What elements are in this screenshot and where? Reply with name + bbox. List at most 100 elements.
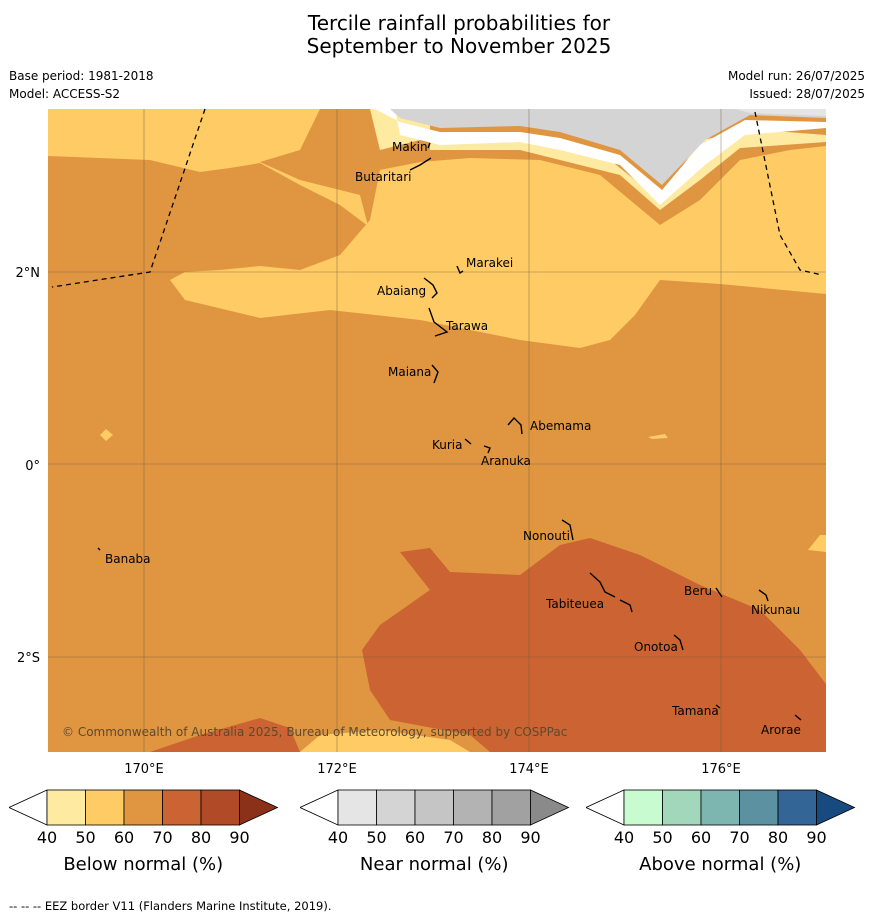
island-marakei [456,265,464,275]
colorbar-tick-label: 50 [75,828,96,847]
model-name: Model: ACCESS-S2 [9,87,121,101]
colorbar-label: Above normal (%) [639,854,802,875]
patch-below-50-60-east [648,434,668,439]
title-line-2: September to November 2025 [306,34,612,58]
colorbar-tick-label: 60 [404,828,426,847]
island-tarawa [428,307,449,337]
island-aranuka [483,445,491,454]
colorbar-segment [453,789,493,826]
colorbar-segment [414,789,454,826]
colorbar-segment [162,789,202,826]
lon-tick-174: 174°E [509,762,549,777]
title-line-1: Tercile rainfall probabilities for [307,11,611,35]
colorbar-tick-label: 90 [806,828,827,847]
colorbar-tick-label: 80 [767,828,789,847]
region-near-normal-light [735,109,826,116]
colorbar-tick-label: 60 [690,828,712,847]
island-onotoa [673,634,684,651]
island-makin-butaritari [409,142,432,171]
region-neutral-gap [375,109,826,205]
graticule [48,109,826,752]
chart-title: Tercile rainfall probabilities for Septe… [0,12,873,58]
footnote: -- -- -- EEZ border V11 (Flanders Marine… [9,899,332,913]
label-makin: Makin [392,140,428,154]
island-labels: Makin Butaritari Marakei Abaiang Tarawa … [105,140,801,737]
lat-tick-2n: 2°N [16,266,41,281]
colorbar-extend-high [239,789,279,826]
copyright-notice: © Commonwealth of Australia 2025, Bureau… [62,725,567,739]
issued-date: Issued: 28/07/2025 [749,87,865,101]
colorbar-segment [700,789,740,826]
colorbar-tick-label: 90 [520,828,541,847]
label-abaiang: Abaiang [377,284,426,298]
eez-border-west [51,108,206,288]
colorbar-segment [200,789,240,826]
lon-tick-176: 176°E [701,762,741,777]
label-tarawa: Tarawa [445,319,488,333]
colorbar-tick-label: 40 [613,828,635,847]
island-kuria [464,438,472,445]
island-beru [715,587,723,598]
island-nikunau [758,589,769,602]
meta-left: Base period: 1981-2018 Model: ACCESS-S2 [9,67,154,103]
label-nikunau: Nikunau [751,603,800,617]
colorbar-tick-label: 80 [190,828,212,847]
colorbar-segment [662,789,702,826]
island-nonouti [561,519,574,541]
colorbar-segment [337,789,377,826]
patch-below-50-60-southwest [300,730,470,752]
lon-tick-170: 170°E [124,762,164,777]
patch-below-50-60-west [100,429,113,441]
label-butaritari: Butaritari [355,170,412,184]
patch-below-50-60-southeast [808,535,826,552]
colorbar-tick-label: 70 [729,828,750,847]
label-beru: Beru [684,584,712,598]
colorbar-extend-low [9,789,48,826]
colorbar-label: Below normal (%) [63,854,224,875]
colorbar-label: Near normal (%) [359,854,509,875]
island-abemama [507,416,523,435]
island-abaiang [423,277,438,299]
colorbar-segment [376,789,416,826]
colorbar-1 [9,789,279,826]
colorbar-segment [491,789,531,826]
region-below-70-80-south [150,538,826,752]
label-nonouti: Nonouti [523,529,570,543]
label-arorae: Arorae [761,723,801,737]
label-maiana: Maiana [388,365,431,379]
label-tabiteuea: Tabiteuea [545,597,604,611]
colorbar-2 [300,789,570,826]
island-maiana [431,364,439,384]
colorbar-segment [739,789,779,826]
eez-border-east [754,111,823,276]
colorbar-tick-label: 40 [327,828,349,847]
colorbar-extend-high [816,789,856,826]
region-below-50-60-north [48,109,826,348]
colorbar-tick-label: 40 [36,828,58,847]
label-abemama: Abemama [530,419,591,433]
island-tabiteuea [589,572,633,613]
island-banaba [97,547,101,551]
label-banaba: Banaba [105,552,151,566]
lon-tick-172: 172°E [317,762,357,777]
probability-map: Makin Butaritari Marakei Abaiang Tarawa … [16,108,826,777]
colorbar-tick-label: 90 [229,828,250,847]
model-run: Model run: 26/07/2025 [727,69,865,83]
colorbar-tick-label: 60 [113,828,135,847]
colorbar-tick-label: 50 [366,828,387,847]
island-outlines [97,142,802,721]
lat-tick-2s: 2°S [17,651,40,666]
label-onotoa: Onotoa [634,640,678,654]
colorbar-extend-low [300,789,339,826]
lat-tick-0: 0° [25,459,40,474]
colorbar-extend-low [586,789,625,826]
colorbar-extend-high [530,789,570,826]
colorbar-segment [777,789,817,826]
map-fills [48,109,826,752]
region-near-normal [390,109,826,185]
colorbar-3 [586,789,856,826]
island-arorae [794,714,802,721]
eez-borders [51,108,823,288]
colorbar-segment [123,789,163,826]
colorbar-tick-label: 80 [481,828,503,847]
